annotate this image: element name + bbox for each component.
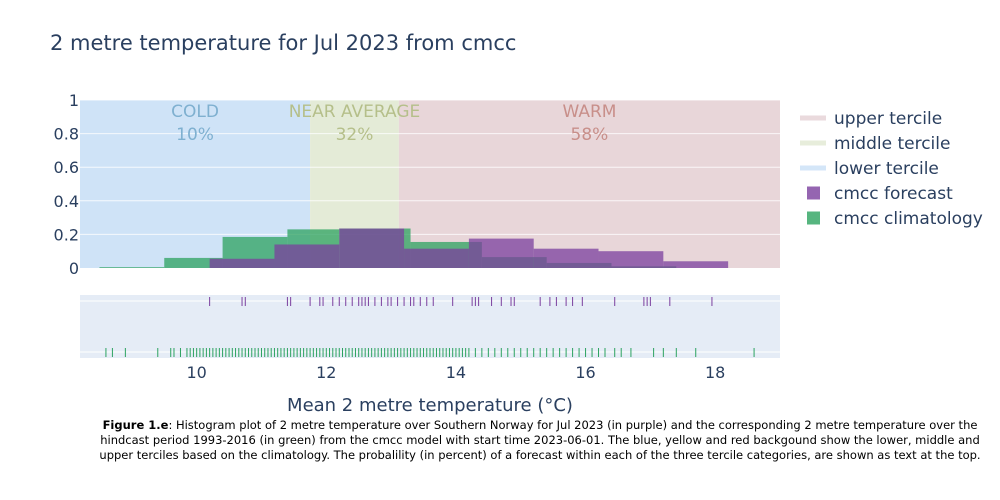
caption-line-1: Figure 1.e: Histogram plot of 2 metre te…	[80, 418, 1000, 433]
legend-swatch-cmcc-climatology	[807, 211, 820, 225]
y-tick-label-2: 0.2	[54, 225, 79, 244]
caption-line-3: upper terciles based on the climatology.…	[99, 448, 981, 462]
x-tick-label-3: 14	[446, 363, 466, 382]
x-tick-label-2: 12	[316, 363, 336, 382]
y-tick-label-5: 0.8	[54, 125, 79, 144]
forecast-bar-3	[339, 228, 405, 268]
legend-label-cmcc-forecast: cmcc forecast	[834, 184, 953, 204]
forecast-bar-4	[404, 248, 469, 268]
forecast-bar-5	[468, 238, 534, 268]
x-tick-label-1: 10	[186, 363, 206, 382]
forecast-bar-2	[274, 244, 340, 268]
forecast-bar-1	[209, 258, 275, 268]
legend: upper tercile middle tercile lower tercile…	[800, 109, 983, 229]
legend-label-middle-tercile: middle tercile	[834, 134, 950, 154]
rug-background	[80, 295, 780, 358]
y-axis: 0 0.2 0.4 0.6 0.8 1	[54, 91, 79, 278]
x-tick-label-5: 18	[705, 363, 725, 382]
y-tick-label-6: 1	[69, 91, 79, 110]
legend-label-upper-tercile: upper tercile	[834, 109, 942, 129]
figure-label: Figure 1.e	[102, 418, 169, 432]
y-tick-label-3: 0.4	[54, 192, 79, 211]
tercile-label-1: COLD	[171, 102, 219, 122]
legend-label-cmcc-climatology: cmcc climatology	[834, 209, 983, 229]
climatology-bar-2	[164, 257, 223, 268]
tercile-label-3: WARM	[562, 102, 616, 122]
x-axis-title: Mean 2 metre temperature (°C)	[287, 395, 573, 416]
climatology-bar-1	[99, 267, 165, 268]
chart-title: 2 metre temperature for Jul 2023 from cm…	[50, 31, 516, 55]
caption-text-1: : Histogram plot of 2 metre temperature …	[168, 418, 978, 432]
tercile-percent-2: 32%	[336, 125, 374, 145]
figure-caption: Figure 1.e: Histogram plot of 2 metre te…	[80, 418, 1000, 463]
forecast-bar-7	[598, 251, 664, 268]
tercile-background-3	[398, 100, 780, 268]
legend-label-lower-tercile: lower tercile	[834, 159, 939, 179]
tercile-percent-1: 10%	[176, 125, 214, 145]
rug-plot-area	[80, 295, 780, 358]
forecast-bar-6	[533, 248, 599, 268]
caption-line-2: hindcast period 1993-2016 (in green) fro…	[100, 433, 980, 447]
legend-swatch-cmcc-forecast	[807, 186, 820, 200]
tercile-percent-3: 58%	[571, 125, 609, 145]
main-plot-area: COLD 10% NEAR AVERAGE 32% WARM 58%	[80, 99, 780, 268]
forecast-bar-8	[663, 261, 729, 268]
tercile-label-2: NEAR AVERAGE	[289, 102, 421, 122]
x-axis: 10 12 14 16 18	[186, 363, 725, 382]
y-tick-label-1: 0	[69, 259, 79, 278]
y-tick-label-4: 0.6	[54, 158, 79, 177]
x-tick-label-4: 16	[575, 363, 595, 382]
